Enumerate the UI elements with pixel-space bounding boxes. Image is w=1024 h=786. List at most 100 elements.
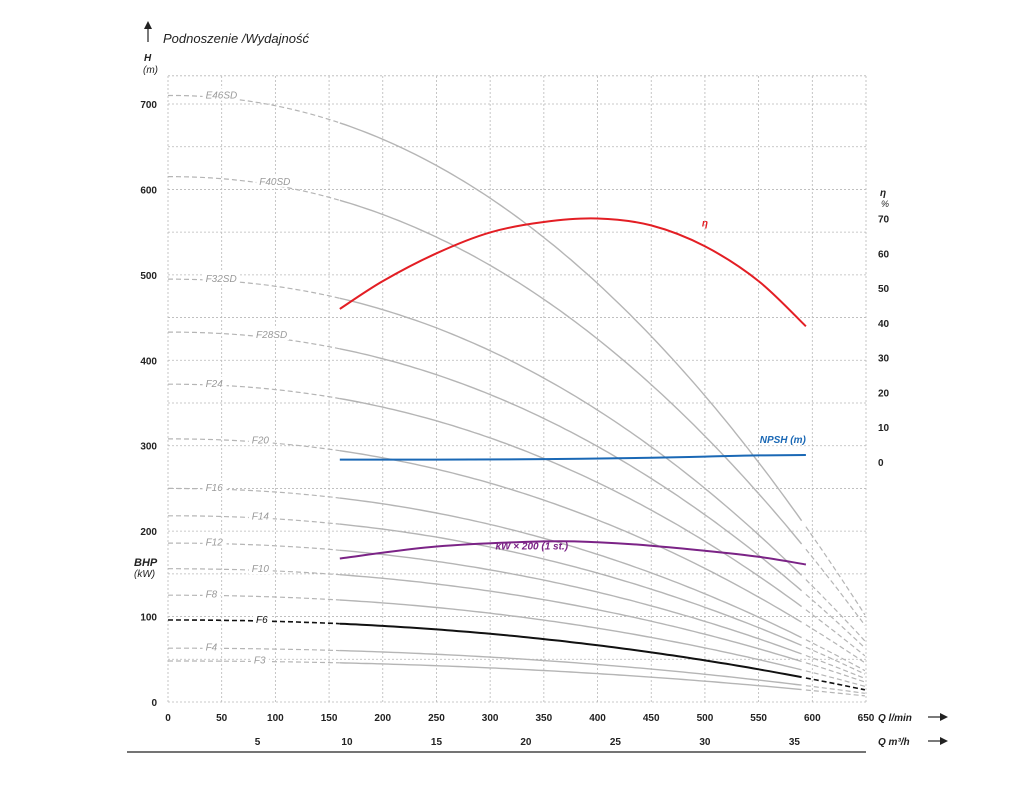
pump-curve-dashed-F12 xyxy=(168,542,340,551)
pump-curve-dashed-F3 xyxy=(168,660,340,664)
curve-label-F28SD: F28SD xyxy=(256,330,287,341)
eta-tick-label: 0 xyxy=(878,458,884,469)
x-tick-label: 350 xyxy=(536,713,553,724)
series-label-2: kW × 200 (1 st.) xyxy=(496,541,569,552)
y-tick-label: 700 xyxy=(140,100,157,111)
x-tick-label: 150 xyxy=(321,713,338,724)
eta-tick-label: 40 xyxy=(878,319,890,330)
x-tick-label: 650 xyxy=(858,713,875,724)
eta-tick-label: 30 xyxy=(878,354,890,365)
curve-label-bg xyxy=(202,88,239,101)
h-axis-unit: (m) xyxy=(143,65,158,76)
curve-label-F3: F3 xyxy=(254,655,266,666)
pump-curve-tail-F40SD xyxy=(805,548,866,626)
eta-axis-label: η xyxy=(880,188,886,199)
bhp-axis-unit: (kW) xyxy=(134,569,155,580)
pump-curve-F10 xyxy=(339,574,802,663)
h-axis-label: H xyxy=(144,53,152,64)
pump-curve-dashed-F4 xyxy=(168,647,340,652)
pump-curve-F40SD xyxy=(339,199,803,545)
curve-label-bg xyxy=(202,376,227,389)
series-label-0: η xyxy=(702,218,708,229)
pump-curve-tail-F14 xyxy=(805,646,866,675)
pump-curve-dashed-E46SD xyxy=(168,94,340,124)
x-tick-label: 0 xyxy=(165,713,171,724)
y-tick-label: 400 xyxy=(140,356,157,367)
curve-label-F12: F12 xyxy=(206,537,224,548)
pump-curve-dashed-F16 xyxy=(168,487,340,499)
eta-axis-unit: % xyxy=(881,199,889,209)
curve-label-bg xyxy=(253,612,272,625)
pump-curve-dashed-F14 xyxy=(168,515,340,525)
pump-curve-tail-F28SD xyxy=(805,593,866,649)
curve-label-bg xyxy=(202,587,221,600)
grid xyxy=(167,75,867,703)
title-group: Podnoszenie /Wydajność xyxy=(144,21,309,46)
x-tick-label: 250 xyxy=(428,713,445,724)
x-tick-label: 500 xyxy=(697,713,714,724)
eta-tick-label: 70 xyxy=(878,214,890,225)
curve-label-bg xyxy=(248,433,273,446)
m3h-tick-label: 10 xyxy=(341,737,353,748)
x-tick-label: 200 xyxy=(374,713,391,724)
pump-curve-F6 xyxy=(339,622,802,679)
pump-curve-tail-F16 xyxy=(805,639,866,672)
x-tick-label: 550 xyxy=(750,713,767,724)
pump-curve-F3 xyxy=(339,662,802,691)
pump-curve-dashed-F40SD xyxy=(168,176,340,201)
pump-curve-F8 xyxy=(339,599,802,671)
pump-curve-dashed-F32SD xyxy=(168,278,340,299)
y-tick-label: 0 xyxy=(151,698,157,709)
y-tick-label: 200 xyxy=(140,527,157,538)
pump-curve-tail-F6 xyxy=(805,677,866,691)
q-m3h-label: Q m³/h xyxy=(878,737,910,748)
up-arrow-icon xyxy=(144,21,152,29)
pump-curve-dashed-F8 xyxy=(168,594,340,601)
curve-label-F14: F14 xyxy=(252,512,270,523)
m3h-tick-label: 35 xyxy=(789,737,801,748)
q-m3h-arrow-icon xyxy=(928,737,948,745)
curve-label-bg xyxy=(248,509,273,522)
pump-curve-tail-F8 xyxy=(805,670,866,687)
pump-curve-E46SD xyxy=(339,122,803,522)
pump-curve-tail-F32SD xyxy=(805,579,866,642)
pump-curve-dashed-F10 xyxy=(168,568,340,576)
chart-title: Podnoszenie /Wydajność xyxy=(163,31,309,46)
curve-label-F24: F24 xyxy=(206,379,224,390)
curve-label-bg xyxy=(202,640,221,653)
eta-tick-label: 50 xyxy=(878,284,890,295)
y-tick-label: 600 xyxy=(140,185,157,196)
pump-curve-F14 xyxy=(339,523,802,647)
x-tick-label: 50 xyxy=(216,713,228,724)
m3h-tick-label: 5 xyxy=(255,737,261,748)
x-tick-label: 600 xyxy=(804,713,821,724)
pump-curve-tail-F24 xyxy=(805,609,866,657)
pump-curve-F20 xyxy=(339,450,802,623)
q-lmin-label: Q l/min xyxy=(878,713,912,724)
eta-tick-label: 60 xyxy=(878,249,890,260)
series-line-2 xyxy=(339,540,807,566)
curve-label-F16: F16 xyxy=(206,483,224,494)
pump-curve-F32SD xyxy=(339,297,803,576)
pump-curve-dashed-F6 xyxy=(168,619,340,625)
pump-curve-F28SD xyxy=(339,348,803,592)
pump-curve-F12 xyxy=(339,549,802,655)
pump-curve-tail-F10 xyxy=(805,662,866,683)
curve-label-F40SD: F40SD xyxy=(259,177,290,188)
axes: 0 50 100 150 200 250 300 350 400 450 500 550 600 6500… xyxy=(127,100,890,753)
curve-label-bg xyxy=(202,480,227,493)
eta-tick-label: 10 xyxy=(878,423,890,434)
curve-label-F20: F20 xyxy=(252,435,270,446)
pump-curves: E46SD F40SD F32SD F28SD F24 F20 F16 F14 F12 F10 F8… xyxy=(168,88,866,697)
bhp-axis-label: BHP xyxy=(134,557,158,569)
pump-curve-tail-F20 xyxy=(805,624,866,664)
curve-label-F4: F4 xyxy=(206,642,218,653)
x-tick-label: 400 xyxy=(589,713,606,724)
curve-label-bg xyxy=(253,328,290,341)
pump-curve-tail-F12 xyxy=(805,654,866,680)
curve-label-bg xyxy=(202,535,227,548)
x-tick-label: 100 xyxy=(267,713,284,724)
curve-label-F32SD: F32SD xyxy=(206,274,237,285)
curve-label-bg xyxy=(256,174,293,187)
